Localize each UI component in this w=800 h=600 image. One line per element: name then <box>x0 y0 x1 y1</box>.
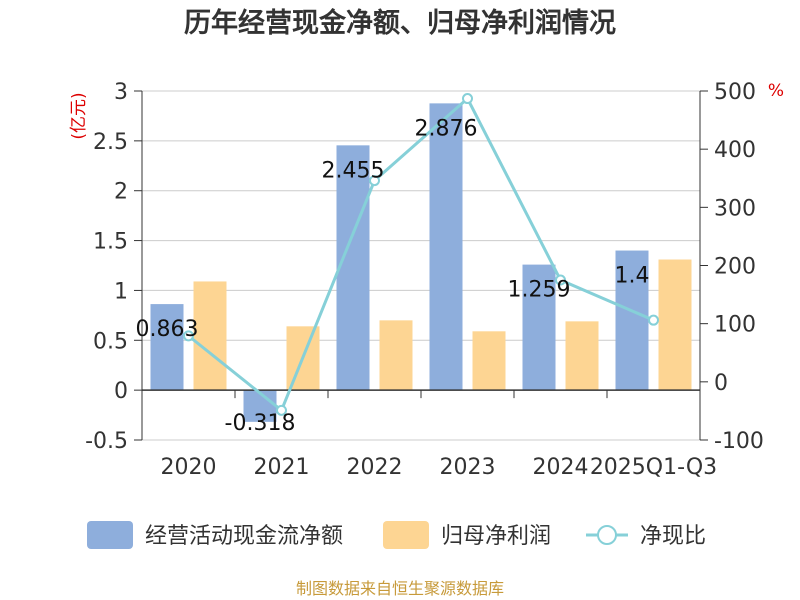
x-tick-label: 2021 <box>254 455 310 480</box>
legend-label: 经营活动现金流净额 <box>145 524 343 549</box>
ratio-line-path <box>187 96 655 413</box>
ratio-point <box>183 330 194 342</box>
net-profit-bar <box>565 321 599 391</box>
ratio-point <box>648 314 659 326</box>
right-tick-label: 200 <box>714 255 756 280</box>
right-tick-label: 0 <box>714 371 728 396</box>
source-note: 制图数据来自恒生聚源数据库 <box>296 579 504 598</box>
cashflow-data-label: 2.876 <box>415 116 478 141</box>
x-tick-label: 2024 <box>533 455 589 480</box>
left-tick-label: -0.5 <box>85 429 128 454</box>
cashflow-data-label: -0.318 <box>225 411 296 436</box>
right-tick-label: 400 <box>714 138 756 163</box>
legend-swatch <box>383 521 429 549</box>
cashflow-data-label: 1.259 <box>508 278 571 303</box>
x-tick-label: 2025Q1-Q3 <box>590 455 717 480</box>
left-axis-unit: (亿元) <box>69 92 89 139</box>
legend-label: 归母净利润 <box>441 524 551 549</box>
cashflow-bar <box>522 264 556 391</box>
right-tick-label: 300 <box>714 196 756 221</box>
left-tick-label: 2.5 <box>93 130 128 155</box>
legend[interactable]: 经营活动现金流净额 归母净利润 净现比 <box>87 521 706 549</box>
left-tick-label: 0 <box>114 379 128 404</box>
legend-swatch <box>87 521 133 549</box>
right-tick-label: -100 <box>714 429 764 454</box>
x-tick-label: 2022 <box>347 455 403 480</box>
cashflow-bar <box>429 103 463 391</box>
net-profit-bar <box>472 331 506 391</box>
legend-label: 净现比 <box>640 524 706 549</box>
left-tick-label: 3 <box>114 80 128 105</box>
cashflow-bar <box>150 304 184 391</box>
left-tick-label: 0.5 <box>93 329 128 354</box>
net-profit-bar <box>658 259 692 391</box>
left-tick-label: 1 <box>114 279 128 304</box>
net-profit-bar <box>193 281 227 391</box>
data-labels: 0.863 -0.318 2.455 2.876 1.259 1.4 <box>136 116 650 435</box>
ratio-point <box>369 175 380 187</box>
cashflow-data-label: 1.4 <box>615 264 650 289</box>
cashflow-bar <box>243 390 277 422</box>
axes <box>134 90 708 441</box>
left-tick-label: 1.5 <box>93 230 128 255</box>
x-tick-label: 2020 <box>161 455 217 480</box>
ratio-line <box>183 93 659 416</box>
net-profit-bar <box>379 320 413 391</box>
cashflow-bar <box>615 250 649 391</box>
x-tick-label: 2023 <box>440 455 496 480</box>
bars <box>150 103 692 422</box>
right-tick-label: 100 <box>714 313 756 338</box>
legend-line-marker <box>597 525 617 545</box>
tick-labels: -0.5 0 0.5 1 1.5 2 2.5 3 -100 0 100 200 300 400 500 202… <box>85 80 764 480</box>
cashflow-data-label: 2.455 <box>322 158 385 183</box>
chart-title: 历年经营现金净额、归母净利润情况 <box>184 7 616 39</box>
cashflow-data-label: 0.863 <box>136 317 199 342</box>
right-tick-label: 500 <box>714 80 756 105</box>
left-tick-label: 2 <box>114 180 128 205</box>
ratio-point <box>276 404 287 416</box>
ratio-point <box>462 93 473 105</box>
ratio-point <box>555 274 566 286</box>
right-axis-unit: % <box>768 81 784 101</box>
cashflow-bar <box>336 145 370 391</box>
